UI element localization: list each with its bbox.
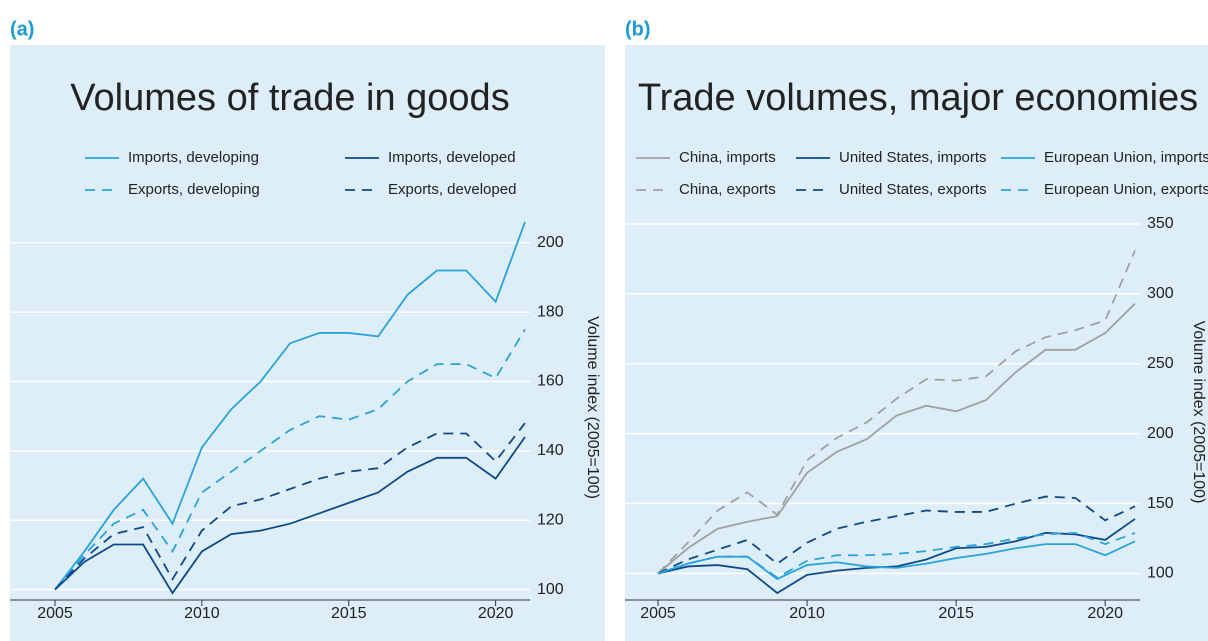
y-tick-label: 200 [537, 234, 564, 251]
y-tick-label: 100 [537, 581, 564, 598]
legend-label: United States, imports [839, 149, 987, 166]
legend-label: China, imports [679, 149, 776, 166]
x-tick-label: 2005 [640, 605, 676, 622]
y-tick-label: 140 [537, 442, 564, 459]
y-tick-label: 160 [537, 373, 564, 390]
data-line [657, 531, 1136, 579]
x-tick-label: 2015 [938, 605, 974, 622]
data-line [657, 540, 1136, 581]
y-tick-label: 150 [1147, 495, 1174, 512]
legend-label: United States, exports [839, 181, 987, 198]
y-tick-label: 250 [1147, 355, 1174, 372]
x-tick-label: 2015 [331, 605, 367, 622]
panel-background [625, 45, 1208, 641]
data-line [657, 303, 1136, 575]
legend-label: Exports, developing [128, 181, 260, 198]
legend-label: Imports, developed [388, 149, 516, 166]
y-tick-label: 180 [537, 303, 564, 320]
data-line [54, 328, 526, 591]
data-line [54, 221, 526, 591]
panel-label: (b) [625, 18, 651, 40]
panel-background [10, 45, 605, 641]
legend-label: European Union, imports [1044, 149, 1208, 166]
panel-label: (a) [10, 18, 34, 40]
data-line [657, 495, 1136, 575]
x-tick-label: 2010 [184, 605, 220, 622]
y-axis-label: Volume index (2005=100) [584, 316, 601, 499]
legend-label: Imports, developing [128, 149, 259, 166]
y-axis-label: Volume index (2005=100) [1190, 321, 1207, 504]
y-tick-label: 200 [1147, 425, 1174, 442]
y-tick-label: 300 [1147, 285, 1174, 302]
x-tick-label: 2020 [1087, 605, 1123, 622]
x-tick-label: 2010 [789, 605, 825, 622]
legend-label: Exports, developed [388, 181, 516, 198]
x-tick-label: 2020 [478, 605, 514, 622]
x-tick-label: 2005 [37, 605, 73, 622]
data-line [54, 422, 526, 591]
legend-label: European Union, exports [1044, 181, 1208, 198]
chart-title: Volumes of trade in goods [70, 77, 509, 119]
y-tick-label: 100 [1147, 565, 1174, 582]
legend-label: China, exports [679, 181, 776, 198]
data-line [54, 436, 526, 595]
data-line [657, 250, 1136, 575]
chart-title: Trade volumes, major economies [638, 77, 1198, 119]
y-tick-label: 120 [537, 511, 564, 528]
y-tick-label: 350 [1147, 215, 1174, 232]
